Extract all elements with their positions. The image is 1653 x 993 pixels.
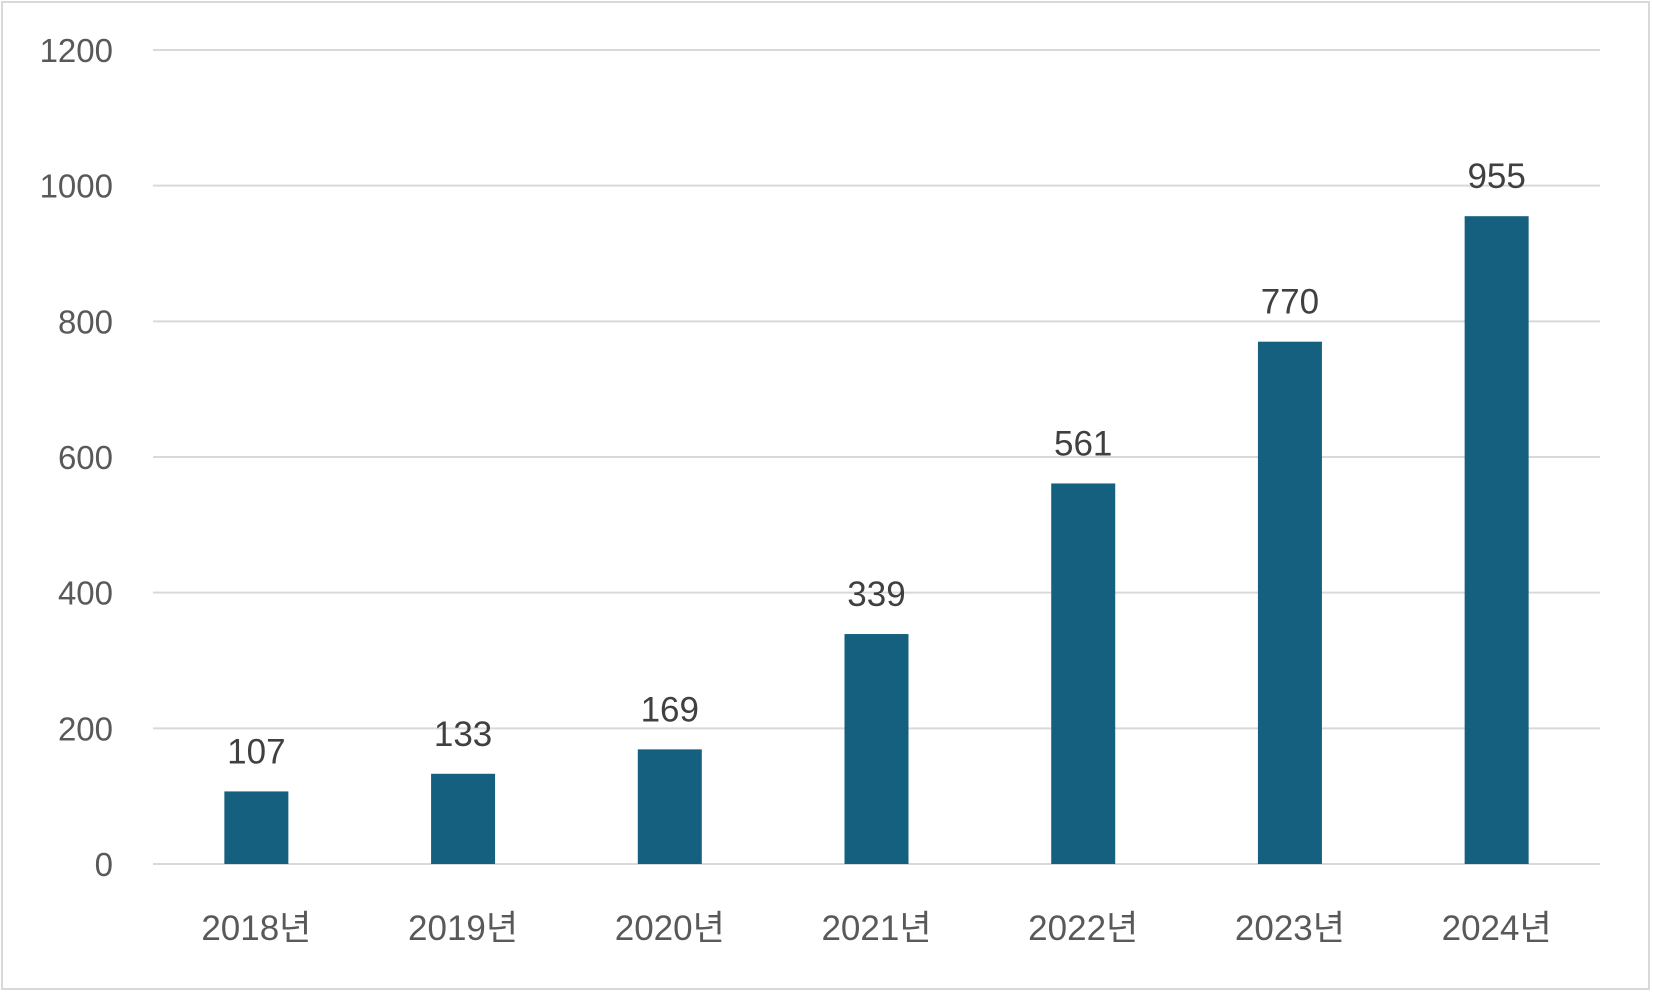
- gridlines: [153, 49, 1600, 865]
- y-tick-label: 1200: [40, 32, 113, 69]
- y-tick-label: 400: [58, 575, 113, 612]
- data-label: 770: [1261, 283, 1319, 322]
- data-labels: 107 133 169 339 561 770 955: [227, 157, 1526, 771]
- y-tick-label: 200: [58, 710, 113, 747]
- data-label: 561: [1054, 424, 1112, 463]
- x-tick-label: 2018년: [201, 909, 311, 948]
- data-label: 339: [847, 575, 905, 614]
- bar-series: [224, 216, 1529, 865]
- data-label: 107: [227, 732, 285, 771]
- x-tick-label: 2023년: [1235, 909, 1345, 948]
- x-tick-label: 2019년: [408, 909, 518, 948]
- bar-2019년: [431, 773, 496, 864]
- bar-2024년: [1464, 216, 1529, 865]
- y-tick-label: 600: [58, 439, 113, 476]
- y-tick-label: 0: [95, 846, 113, 883]
- y-tick-label: 1000: [40, 168, 113, 205]
- data-label: 955: [1467, 157, 1525, 196]
- y-axis: 0 200 400 600 800 1000 1200: [40, 32, 113, 883]
- x-tick-label: 2024년: [1442, 909, 1552, 948]
- y-tick-label: 800: [58, 303, 113, 340]
- x-tick-label: 2020년: [615, 909, 725, 948]
- bar-2022년: [1051, 483, 1116, 864]
- data-label: 133: [434, 715, 492, 754]
- data-label: 169: [641, 690, 699, 729]
- bar-2021년: [844, 634, 909, 864]
- bar-2020년: [637, 749, 702, 864]
- bar-2023년: [1257, 341, 1322, 864]
- x-tick-label: 2022년: [1028, 909, 1138, 948]
- bar-2018년: [224, 791, 289, 864]
- x-tick-label: 2021년: [821, 909, 931, 948]
- x-axis: 2018년 2019년 2020년 2021년 2022년 2023년 2024년: [201, 909, 1551, 948]
